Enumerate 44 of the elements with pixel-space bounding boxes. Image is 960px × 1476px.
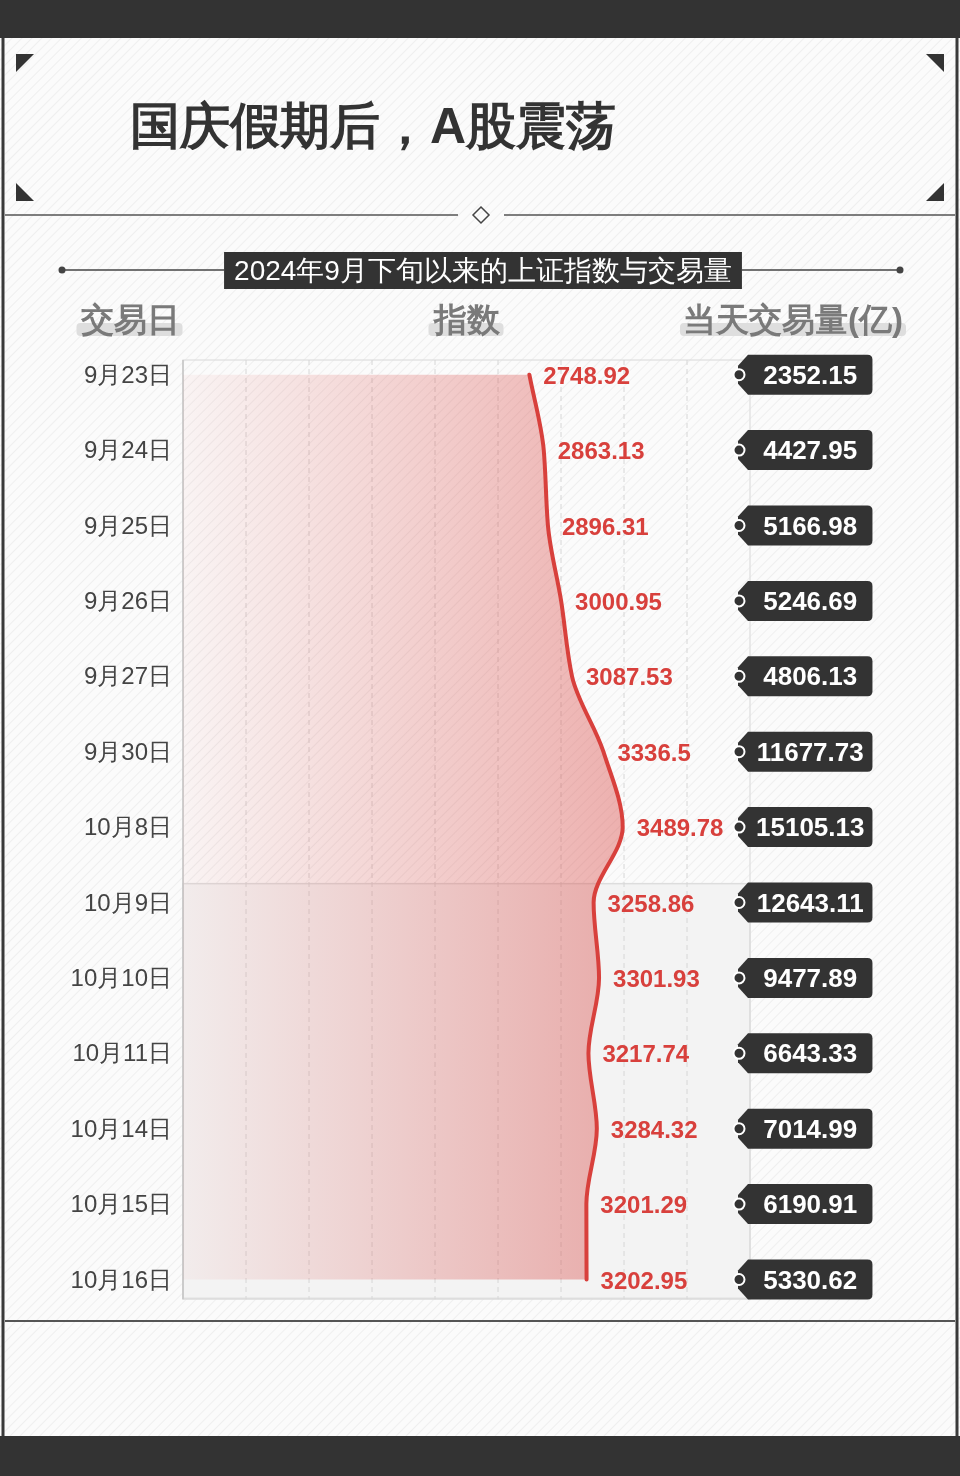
data-label: 5246.69 — [763, 585, 858, 616]
y-tick-label: 10月10日 — [70, 963, 172, 991]
data-label: 12643.11 — [756, 887, 864, 918]
data-label: 3202.95 — [600, 1266, 688, 1294]
y-tick-label: 9月25日 — [83, 511, 172, 539]
data-label: 3336.5 — [617, 738, 691, 766]
data-label: 2352.15 — [763, 359, 858, 390]
data-label: 11677.73 — [756, 736, 864, 767]
data-label: 4806.13 — [763, 661, 858, 692]
data-label: 2896.31 — [561, 512, 649, 540]
data-label: 7014.99 — [763, 1113, 858, 1144]
y-tick-label: 10月9日 — [83, 888, 172, 916]
data-label: 6190.91 — [763, 1189, 858, 1220]
y-tick-label: 9月26日 — [83, 586, 172, 614]
y-tick-label: 10月16日 — [70, 1265, 172, 1293]
data-label: 3301.93 — [613, 964, 700, 992]
data-label: 15105.13 — [756, 812, 865, 843]
y-tick-label: 10月8日 — [83, 813, 172, 841]
data-label: 3258.86 — [607, 889, 695, 917]
data-label: 2863.13 — [557, 437, 645, 465]
data-label: 3201.29 — [600, 1191, 688, 1219]
y-tick-label: 9月27日 — [83, 662, 172, 690]
data-label: 2748.92 — [543, 361, 631, 389]
data-label: 3000.95 — [575, 587, 662, 615]
data-label: 6643.33 — [763, 1038, 858, 1069]
data-label: 5330.62 — [763, 1264, 858, 1295]
data-label: 3217.74 — [602, 1040, 690, 1068]
data-label: 9477.89 — [763, 962, 858, 993]
text: 当天交易量(亿) — [683, 301, 903, 338]
x-axis-title: 指数 — [431, 301, 501, 338]
y-axis-title: 交易日 — [79, 301, 180, 338]
y-tick-label: 9月23日 — [83, 360, 172, 388]
data-label: 3489.78 — [636, 814, 724, 842]
data-label: 4427.95 — [763, 435, 858, 466]
y-tick-label: 10月11日 — [72, 1039, 172, 1067]
y-tick-label: 10月14日 — [70, 1114, 172, 1142]
chart-subtitle: 2024年9月下旬以来的上证指数与交易量 — [234, 255, 732, 286]
data-label: 5166.98 — [763, 510, 858, 541]
y-tick-label: 9月24日 — [83, 436, 172, 464]
y-tick-label: 10月15日 — [70, 1190, 172, 1218]
y-tick-label: 9月30日 — [83, 737, 172, 765]
data-label: 3087.53 — [586, 663, 673, 691]
data-label: 3284.32 — [610, 1115, 698, 1143]
chart-title: 国庆假期后，A股震荡 — [129, 98, 617, 154]
